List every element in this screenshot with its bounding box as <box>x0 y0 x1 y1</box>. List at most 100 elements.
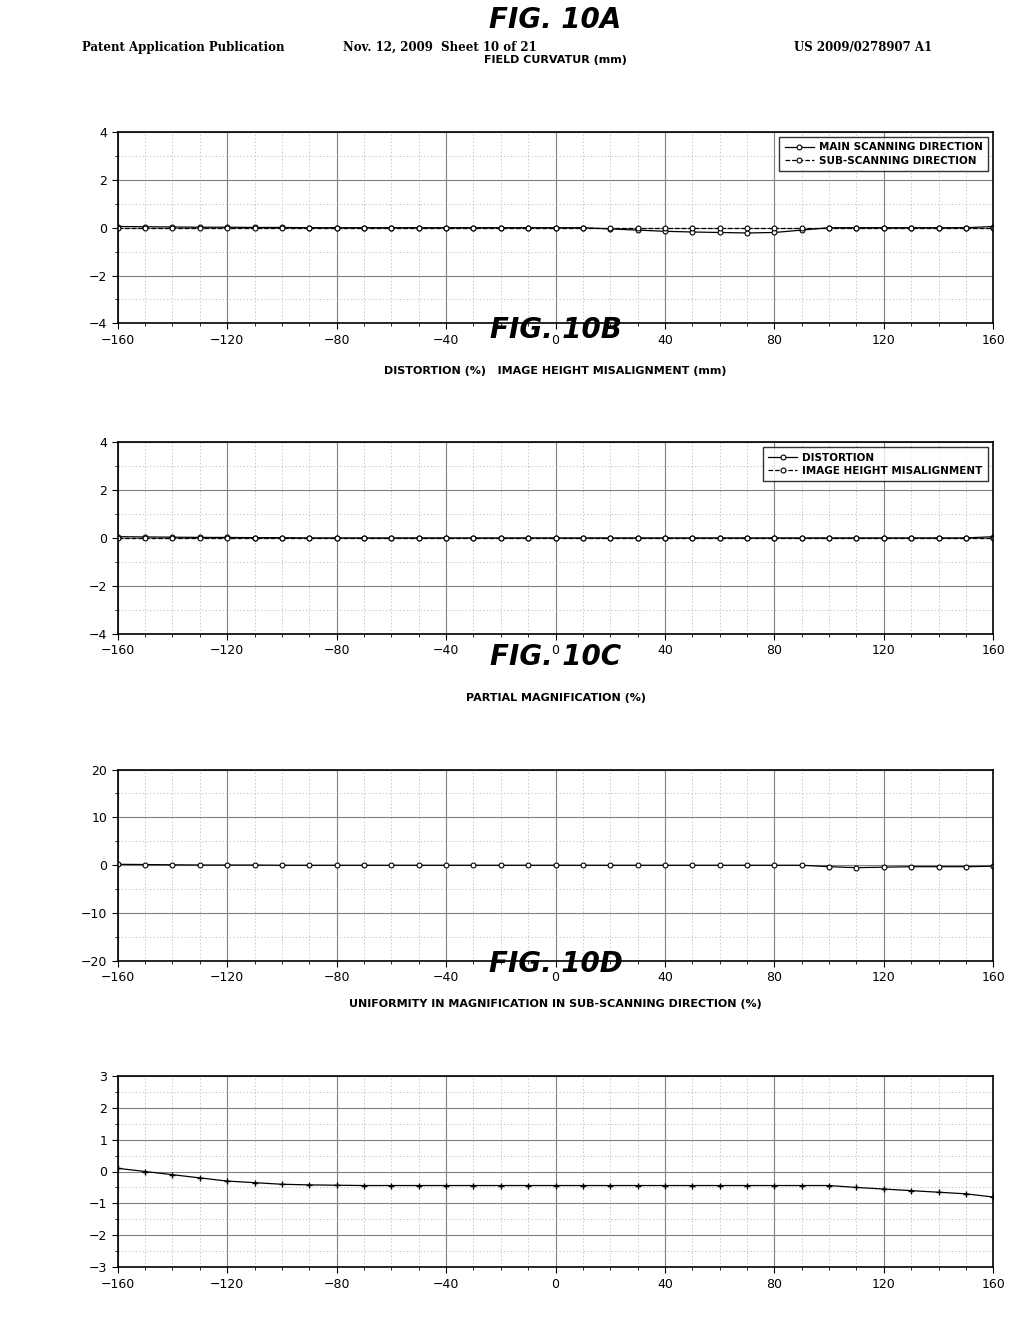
Text: UNIFORMITY IN MAGNIFICATION IN SUB-SCANNING DIRECTION (%): UNIFORMITY IN MAGNIFICATION IN SUB-SCANN… <box>349 999 762 1010</box>
SUB-SCANNING DIRECTION <box>467 219 479 235</box>
MAIN SCANNING DIRECTION <box>878 219 890 235</box>
IMAGE HEIGHT MISALIGNMENT <box>632 529 644 546</box>
DISTORTION <box>139 529 152 545</box>
DISTORTION <box>768 529 780 546</box>
DISTORTION <box>658 529 671 546</box>
IMAGE HEIGHT MISALIGNMENT <box>112 529 124 546</box>
DISTORTION <box>275 529 288 545</box>
SUB-SCANNING DIRECTION <box>796 219 808 235</box>
DISTORTION <box>714 529 726 546</box>
MAIN SCANNING DIRECTION <box>741 224 754 240</box>
SUB-SCANNING DIRECTION <box>440 219 453 235</box>
MAIN SCANNING DIRECTION <box>440 219 453 235</box>
DISTORTION <box>413 529 425 546</box>
DISTORTION <box>905 529 918 546</box>
IMAGE HEIGHT MISALIGNMENT <box>385 529 397 546</box>
MAIN SCANNING DIRECTION <box>194 219 206 235</box>
DISTORTION <box>522 529 535 546</box>
MAIN SCANNING DIRECTION <box>249 219 261 235</box>
Text: FIG. 10A: FIG. 10A <box>489 5 622 34</box>
DISTORTION <box>495 529 507 546</box>
MAIN SCANNING DIRECTION <box>823 219 836 235</box>
MAIN SCANNING DIRECTION <box>221 219 233 235</box>
MAIN SCANNING DIRECTION <box>987 219 999 235</box>
SUB-SCANNING DIRECTION <box>686 219 698 235</box>
SUB-SCANNING DIRECTION <box>823 219 836 235</box>
DISTORTION <box>385 529 397 546</box>
SUB-SCANNING DIRECTION <box>850 219 862 235</box>
IMAGE HEIGHT MISALIGNMENT <box>905 529 918 546</box>
IMAGE HEIGHT MISALIGNMENT <box>604 529 616 546</box>
Text: FIG. 10B: FIG. 10B <box>489 315 622 345</box>
MAIN SCANNING DIRECTION <box>604 220 616 236</box>
Text: FIELD CURVATUR (mm): FIELD CURVATUR (mm) <box>484 55 627 66</box>
IMAGE HEIGHT MISALIGNMENT <box>959 529 972 546</box>
IMAGE HEIGHT MISALIGNMENT <box>768 529 780 546</box>
Text: FIG. 10D: FIG. 10D <box>488 949 623 978</box>
IMAGE HEIGHT MISALIGNMENT <box>796 529 808 546</box>
SUB-SCANNING DIRECTION <box>959 219 972 235</box>
MAIN SCANNING DIRECTION <box>413 219 425 235</box>
Line: SUB-SCANNING DIRECTION: SUB-SCANNING DIRECTION <box>116 226 995 230</box>
DISTORTION <box>741 529 754 546</box>
DISTORTION <box>549 529 561 546</box>
IMAGE HEIGHT MISALIGNMENT <box>686 529 698 546</box>
SUB-SCANNING DIRECTION <box>357 219 370 235</box>
MAIN SCANNING DIRECTION <box>495 219 507 235</box>
SUB-SCANNING DIRECTION <box>194 219 206 235</box>
SUB-SCANNING DIRECTION <box>714 219 726 235</box>
SUB-SCANNING DIRECTION <box>495 219 507 235</box>
DISTORTION <box>577 529 589 546</box>
Line: MAIN SCANNING DIRECTION: MAIN SCANNING DIRECTION <box>116 224 995 235</box>
IMAGE HEIGHT MISALIGNMENT <box>522 529 535 546</box>
SUB-SCANNING DIRECTION <box>878 219 890 235</box>
SUB-SCANNING DIRECTION <box>112 219 124 235</box>
IMAGE HEIGHT MISALIGNMENT <box>413 529 425 546</box>
IMAGE HEIGHT MISALIGNMENT <box>741 529 754 546</box>
IMAGE HEIGHT MISALIGNMENT <box>303 529 315 546</box>
SUB-SCANNING DIRECTION <box>905 219 918 235</box>
SUB-SCANNING DIRECTION <box>604 219 616 235</box>
Text: FIG. 10C: FIG. 10C <box>489 643 622 672</box>
IMAGE HEIGHT MISALIGNMENT <box>577 529 589 546</box>
Text: Patent Application Publication: Patent Application Publication <box>82 41 285 54</box>
MAIN SCANNING DIRECTION <box>796 222 808 238</box>
MAIN SCANNING DIRECTION <box>112 219 124 235</box>
MAIN SCANNING DIRECTION <box>139 219 152 235</box>
IMAGE HEIGHT MISALIGNMENT <box>987 529 999 546</box>
IMAGE HEIGHT MISALIGNMENT <box>467 529 479 546</box>
DISTORTION <box>632 529 644 546</box>
IMAGE HEIGHT MISALIGNMENT <box>249 529 261 546</box>
DISTORTION <box>112 529 124 545</box>
DISTORTION <box>987 529 999 545</box>
SUB-SCANNING DIRECTION <box>632 219 644 235</box>
MAIN SCANNING DIRECTION <box>632 222 644 238</box>
MAIN SCANNING DIRECTION <box>959 219 972 235</box>
DISTORTION <box>440 529 453 546</box>
Line: DISTORTION: DISTORTION <box>116 535 995 540</box>
MAIN SCANNING DIRECTION <box>549 219 561 235</box>
DISTORTION <box>221 529 233 545</box>
MAIN SCANNING DIRECTION <box>768 224 780 240</box>
IMAGE HEIGHT MISALIGNMENT <box>878 529 890 546</box>
MAIN SCANNING DIRECTION <box>522 219 535 235</box>
IMAGE HEIGHT MISALIGNMENT <box>549 529 561 546</box>
MAIN SCANNING DIRECTION <box>850 219 862 235</box>
MAIN SCANNING DIRECTION <box>357 219 370 235</box>
SUB-SCANNING DIRECTION <box>275 219 288 235</box>
SUB-SCANNING DIRECTION <box>577 219 589 235</box>
MAIN SCANNING DIRECTION <box>385 219 397 235</box>
SUB-SCANNING DIRECTION <box>221 219 233 235</box>
Legend: DISTORTION, IMAGE HEIGHT MISALIGNMENT: DISTORTION, IMAGE HEIGHT MISALIGNMENT <box>763 447 988 480</box>
Legend: MAIN SCANNING DIRECTION, SUB-SCANNING DIRECTION: MAIN SCANNING DIRECTION, SUB-SCANNING DI… <box>779 137 988 170</box>
Text: Nov. 12, 2009  Sheet 10 of 21: Nov. 12, 2009 Sheet 10 of 21 <box>343 41 538 54</box>
Text: DISTORTION (%)   IMAGE HEIGHT MISALIGNMENT (mm): DISTORTION (%) IMAGE HEIGHT MISALIGNMENT… <box>384 366 727 376</box>
SUB-SCANNING DIRECTION <box>413 219 425 235</box>
DISTORTION <box>878 529 890 546</box>
MAIN SCANNING DIRECTION <box>714 224 726 240</box>
DISTORTION <box>823 529 836 546</box>
IMAGE HEIGHT MISALIGNMENT <box>166 529 178 546</box>
IMAGE HEIGHT MISALIGNMENT <box>823 529 836 546</box>
DISTORTION <box>604 529 616 546</box>
DISTORTION <box>796 529 808 546</box>
